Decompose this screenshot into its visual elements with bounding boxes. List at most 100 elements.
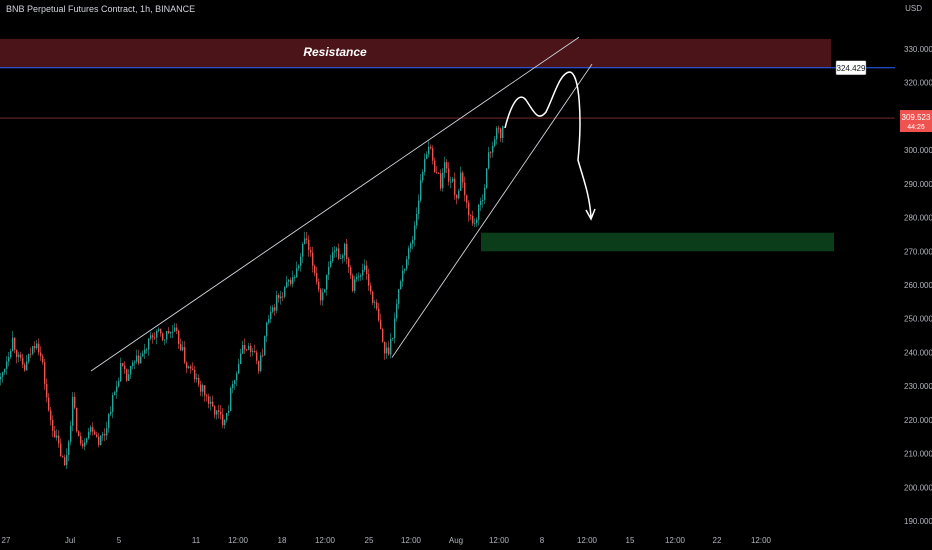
- candle-body: [108, 414, 110, 429]
- candle-body: [458, 190, 460, 199]
- y-tick-label: 270.000: [904, 247, 932, 256]
- candle-body: [360, 275, 362, 277]
- wedge-lower-line: [391, 63, 593, 358]
- projection-arrow: [585, 208, 596, 221]
- x-tick-label: 12:00: [228, 536, 249, 545]
- candle-body: [268, 319, 270, 323]
- candle-body: [384, 341, 386, 354]
- candle-body: [254, 351, 256, 353]
- candle-body: [374, 302, 376, 304]
- candle-body: [396, 303, 398, 319]
- candle-body: [388, 347, 390, 355]
- candle-body: [248, 345, 250, 350]
- candle-body: [464, 182, 466, 196]
- candle-body: [290, 279, 292, 284]
- candle-body: [78, 431, 80, 437]
- candle-body: [36, 343, 38, 349]
- candle-body: [68, 441, 70, 455]
- candle-body: [478, 204, 480, 220]
- candle-body: [292, 277, 294, 284]
- candle-body: [226, 412, 228, 420]
- candle-body: [328, 266, 330, 275]
- candle-body: [436, 172, 438, 174]
- candle-body: [48, 397, 50, 411]
- candle-body: [430, 146, 432, 149]
- candle-body: [206, 395, 208, 397]
- candle-body: [4, 368, 6, 373]
- candle-body: [124, 365, 126, 370]
- candle-body: [498, 127, 500, 129]
- candle-body: [472, 215, 474, 224]
- candle-body: [100, 435, 102, 445]
- x-tick-label: 15: [626, 536, 635, 545]
- candle-body: [342, 255, 344, 259]
- candle-body: [492, 145, 494, 153]
- candle-body: [198, 377, 200, 385]
- candle-body: [370, 285, 372, 292]
- candle-body: [74, 396, 76, 408]
- candle-body: [64, 457, 66, 466]
- candle-body: [128, 374, 130, 381]
- candle-body: [490, 152, 492, 153]
- candle-body: [182, 347, 184, 351]
- candle-body: [306, 238, 308, 240]
- x-tick-label: 12:00: [665, 536, 686, 545]
- candle-body: [278, 295, 280, 299]
- candle-body: [364, 265, 366, 270]
- candle-body: [118, 381, 120, 387]
- candle-body: [24, 364, 26, 371]
- candle-body: [336, 248, 338, 251]
- candle-body: [238, 363, 240, 374]
- candle-body: [60, 443, 62, 457]
- candle-body: [202, 385, 204, 392]
- candle-body: [158, 328, 160, 331]
- candle-body: [166, 331, 168, 340]
- candle-body: [66, 454, 68, 466]
- candle-body: [92, 427, 94, 432]
- candle-body: [402, 270, 404, 282]
- wedge-upper-line: [90, 36, 580, 372]
- candle-body: [372, 291, 374, 303]
- candle-body: [160, 328, 162, 334]
- candle-body: [298, 265, 300, 269]
- candle-body: [14, 337, 16, 350]
- candle-body: [156, 330, 158, 338]
- candle-body: [476, 219, 478, 224]
- candle-body: [454, 178, 456, 195]
- chart-title: BNB Perpetual Futures Contract, 1h, BINA…: [6, 4, 196, 14]
- candle-body: [262, 355, 264, 357]
- candle-body: [82, 443, 84, 447]
- candle-body: [122, 363, 124, 366]
- candle-body: [354, 279, 356, 291]
- y-tick-label: 320.000: [904, 79, 932, 88]
- candle-body: [398, 289, 400, 304]
- y-tick-label: 260.000: [904, 281, 932, 290]
- candle-body: [38, 343, 40, 353]
- candle-body: [176, 327, 178, 331]
- x-tick-label: 12:00: [489, 536, 510, 545]
- candle-body: [356, 276, 358, 280]
- candle-body: [376, 302, 378, 309]
- candle-body: [494, 139, 496, 146]
- candle-body: [442, 172, 444, 189]
- candle-body: [264, 336, 266, 356]
- candle-body: [302, 244, 304, 257]
- candle-body: [222, 414, 224, 426]
- y-tick-label: 280.000: [904, 214, 932, 223]
- candle-body: [228, 410, 230, 413]
- candle-body: [76, 407, 78, 432]
- candle-body: [230, 388, 232, 411]
- projection-curve: [504, 71, 592, 219]
- candle-body: [44, 362, 46, 384]
- y-tick-label: 290.000: [904, 180, 932, 189]
- candle-body: [168, 331, 170, 334]
- candle-body: [400, 281, 402, 290]
- y-tick-label: 300.000: [904, 146, 932, 155]
- y-tick-label: 240.000: [904, 348, 932, 357]
- candle-body: [80, 436, 82, 444]
- candle-body: [26, 361, 28, 371]
- candle-body: [242, 345, 244, 354]
- candle-body: [434, 160, 436, 173]
- candle-body: [22, 357, 24, 365]
